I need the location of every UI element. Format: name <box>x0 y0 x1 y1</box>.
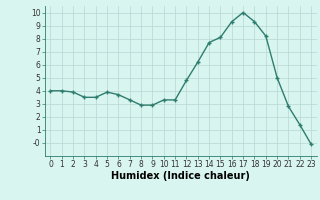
X-axis label: Humidex (Indice chaleur): Humidex (Indice chaleur) <box>111 171 250 181</box>
